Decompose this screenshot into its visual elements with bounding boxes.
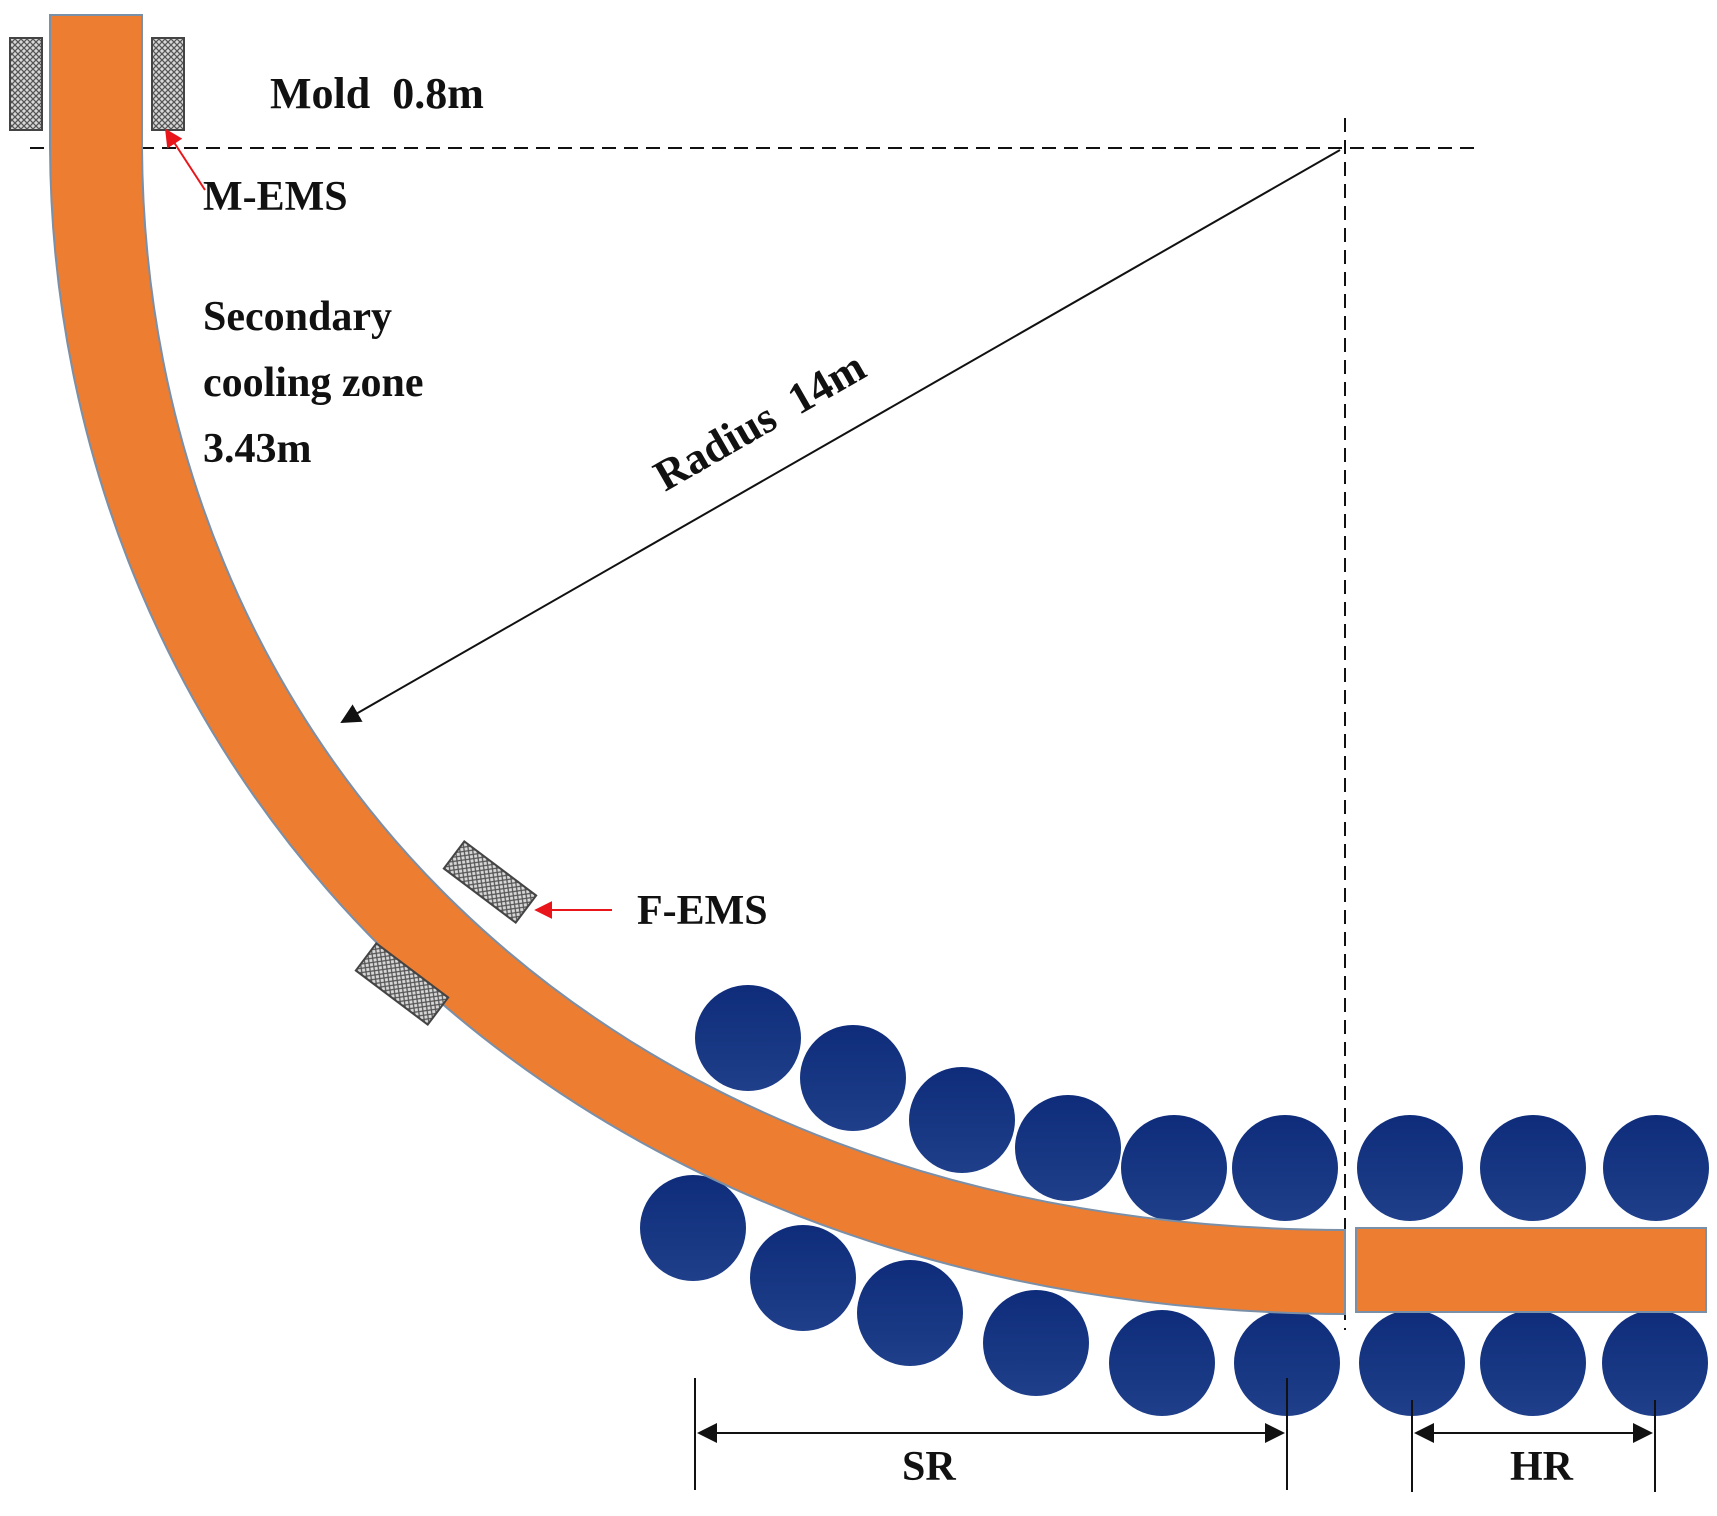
radius-label: Radius 14m: [646, 342, 874, 501]
support-rolls: [640, 985, 1340, 1416]
roll-circle-icon: [640, 1175, 746, 1281]
roll-circle-icon: [909, 1067, 1015, 1173]
m-ems-pointer-arrow: [165, 128, 206, 191]
curved-strand: [49, 14, 1346, 1316]
strand: [49, 14, 1707, 1316]
m-ems-label: M-EMS: [203, 174, 348, 220]
roll-circle-icon: [1480, 1115, 1586, 1221]
horizontal-rolls: [1357, 1115, 1709, 1416]
roll-circle-icon: [1121, 1115, 1227, 1221]
roll-circle-icon: [1359, 1310, 1465, 1416]
roll-circle-icon: [750, 1225, 856, 1331]
roll-circle-icon: [1602, 1310, 1708, 1416]
secondary-cooling-label-line1: Secondary: [203, 294, 392, 340]
sr-dimension: [694, 1378, 1288, 1490]
roll-circle-icon: [1603, 1115, 1709, 1221]
roll-circle-icon: [1109, 1310, 1215, 1416]
f-ems-label: F-EMS: [637, 888, 768, 934]
m-ems-left-coil-icon: [9, 37, 43, 131]
roll-circle-icon: [1015, 1095, 1121, 1201]
m-ems-right-coil-icon: [151, 37, 185, 131]
mold-label: Mold 0.8m: [270, 69, 484, 118]
sr-label: SR: [902, 1444, 956, 1490]
hr-dimension: [1411, 1400, 1656, 1492]
roll-circle-icon: [1480, 1310, 1586, 1416]
radius-arrow: [340, 149, 1341, 723]
horizontal-strand: [1355, 1227, 1707, 1313]
secondary-cooling-label-line2: cooling zone: [203, 360, 423, 406]
roll-circle-icon: [695, 985, 801, 1091]
hr-label: HR: [1510, 1444, 1574, 1490]
f-ems-upper-coil-icon: [442, 839, 538, 925]
roll-circle-icon: [1232, 1115, 1338, 1221]
roll-circle-icon: [1357, 1115, 1463, 1221]
f-ems-lower-coil-icon: [354, 941, 450, 1027]
roll-circle-icon: [800, 1025, 906, 1131]
secondary-cooling-label-line3: 3.43m: [203, 426, 312, 472]
roll-circle-icon: [857, 1260, 963, 1366]
roll-circle-icon: [1234, 1310, 1340, 1416]
roll-circle-icon: [983, 1290, 1089, 1396]
